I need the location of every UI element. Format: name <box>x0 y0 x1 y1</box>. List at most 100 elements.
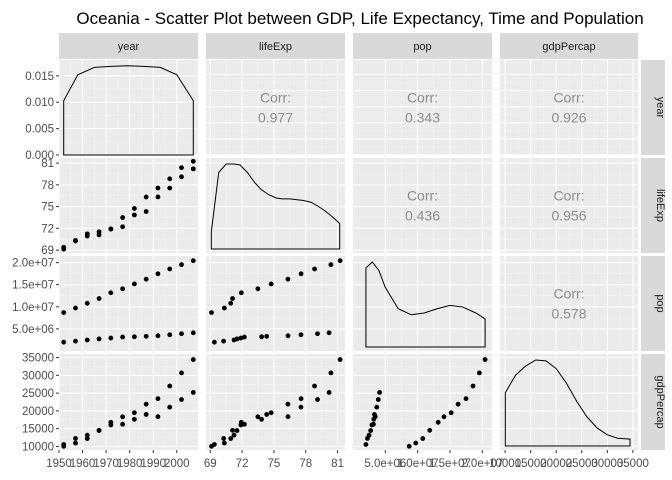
chart-title: Oceania - Scatter Plot between GDP, Life… <box>76 9 643 28</box>
y-tick-label: 5.0e+06 <box>12 324 54 336</box>
point-pop-vs-lifeExp <box>312 266 317 272</box>
point-pop-vs-year <box>155 271 161 277</box>
point-lifeExp-vs-year <box>155 194 161 200</box>
row-strip-year <box>641 60 665 155</box>
point-gdpPercap-vs-lifeExp <box>326 390 332 395</box>
strip-gdpPercap <box>500 33 638 59</box>
point-pop-vs-year <box>190 330 196 336</box>
point-pop-vs-lifeExp <box>264 333 270 339</box>
point-lifeExp-vs-year <box>61 244 67 250</box>
point-lifeExp-vs-year <box>190 166 196 172</box>
corr-value: 0.436 <box>405 208 440 224</box>
x-tick-label: 75 <box>268 458 281 470</box>
panel-lifeExp-year <box>58 158 198 253</box>
point-gdpPercap-vs-year <box>84 436 90 441</box>
point-pop-vs-year <box>120 286 126 292</box>
point-gdpPercap-vs-pop <box>435 419 441 425</box>
point-pop-vs-year <box>61 339 67 345</box>
point-gdpPercap-vs-lifeExp <box>221 436 227 441</box>
point-pop-vs-year <box>167 266 173 272</box>
point-gdpPercap-vs-year <box>179 397 184 402</box>
y-axis-ticks: 0.000 0.005 0.010 0.015 69 72 75 78 81 5.0e+06 1.0… <box>12 71 59 453</box>
point-gdpPercap-vs-lifeExp <box>264 412 270 417</box>
point-pop-vs-year <box>155 333 161 339</box>
point-lifeExp-vs-year <box>131 206 137 211</box>
point-pop-vs-lifeExp <box>298 332 304 338</box>
point-pop-vs-year <box>143 276 149 282</box>
panel-year-lifeExp: Corr: 0.977 <box>206 60 345 156</box>
corr-label: Corr: <box>553 90 584 106</box>
corr-value: 0.926 <box>551 110 586 126</box>
point-gdpPercap-vs-pop <box>441 414 447 420</box>
x-tick-label: 1960 <box>70 458 96 470</box>
point-gdpPercap-vs-pop <box>482 357 488 362</box>
point-lifeExp-vs-year <box>84 231 90 237</box>
point-pop-vs-year <box>108 290 114 296</box>
panel-gdpPercap-pop <box>353 354 492 450</box>
point-lifeExp-vs-year <box>179 174 184 180</box>
panel-gdpPercap-year <box>58 354 198 450</box>
y-tick-label: 10000 <box>22 441 54 453</box>
density-curve-pop <box>365 261 486 348</box>
point-gdpPercap-vs-year <box>143 401 149 407</box>
panel-background <box>353 256 492 351</box>
panel-lifeExp-pop: Corr: 0.436 <box>353 158 492 253</box>
corr-label: Corr: <box>407 188 438 204</box>
corr-value: 0.578 <box>551 306 586 322</box>
x-tick-label: 69 <box>204 458 217 470</box>
point-pop-vs-year <box>167 332 173 338</box>
row-strip-label-year: year <box>654 97 666 119</box>
point-pop-vs-lifeExp <box>337 258 343 264</box>
point-pop-vs-lifeExp <box>221 338 227 344</box>
panel-gdpPercap-gdpPercap <box>500 354 638 450</box>
y-tick-label: 20000 <box>22 406 54 418</box>
row-strip-label-lifeExp: lifeExp <box>654 189 666 222</box>
point-gdpPercap-vs-pop <box>470 383 476 389</box>
point-pop-vs-lifeExp <box>209 310 214 315</box>
corr-value: 0.956 <box>551 208 586 224</box>
point-pop-vs-year <box>131 334 137 340</box>
density-curve-lifeExp <box>210 163 341 250</box>
point-lifeExp-vs-year <box>96 229 102 235</box>
panel-pop-gdpPercap: Corr: 0.578 <box>500 256 638 351</box>
y-tick-label: 30000 <box>22 370 54 382</box>
x-tick-label: 78 <box>299 458 312 470</box>
point-pop-vs-year <box>84 300 90 306</box>
column-strips: year lifeExp pop gdpPercap <box>59 33 638 59</box>
point-gdpPercap-vs-pop <box>366 432 372 438</box>
density-curve-gdpPercap <box>504 359 631 447</box>
corr-label: Corr: <box>553 188 584 204</box>
point-pop-vs-year <box>108 335 114 341</box>
row-strip-lifeExp <box>641 158 665 253</box>
point-pop-vs-year <box>84 337 90 343</box>
row-strip-gdpPercap <box>641 354 665 450</box>
point-gdpPercap-vs-year <box>190 390 196 395</box>
point-lifeExp-vs-year <box>155 185 161 191</box>
y-tick-label: 25000 <box>22 388 54 400</box>
point-gdpPercap-vs-year <box>120 421 126 427</box>
strip-label-gdpPercap: gdpPercap <box>542 41 595 53</box>
x-tick-label: 5.0e+06 <box>364 458 406 470</box>
point-gdpPercap-vs-lifeExp <box>234 428 240 433</box>
row-strip-label-gdpPercap: gdpPercap <box>654 375 666 428</box>
point-pop-vs-lifeExp <box>238 290 244 296</box>
point-pop-vs-year <box>73 338 78 344</box>
point-gdpPercap-vs-year <box>143 412 149 417</box>
panels: Corr: 0.977 Corr: 0.343 Corr: 0.926 Corr: 0.436… <box>58 60 638 450</box>
point-gdpPercap-vs-pop <box>413 440 419 446</box>
point-gdpPercap-vs-pop <box>371 421 376 427</box>
point-lifeExp-vs-year <box>167 185 173 191</box>
point-gdpPercap-vs-pop <box>448 410 454 416</box>
x-tick-label: 81 <box>331 458 344 470</box>
y-tick-label: 0.000 <box>25 150 54 162</box>
point-pop-vs-lifeExp <box>328 262 334 268</box>
point-gdpPercap-vs-pop <box>372 414 378 420</box>
x-tick-label: 2000 <box>164 458 190 470</box>
point-gdpPercap-vs-year <box>120 414 126 420</box>
point-gdpPercap-vs-year <box>73 436 78 441</box>
point-pop-vs-lifeExp <box>315 331 320 337</box>
point-gdpPercap-vs-lifeExp <box>337 357 343 362</box>
x-tick-label: 35000 <box>617 458 649 470</box>
